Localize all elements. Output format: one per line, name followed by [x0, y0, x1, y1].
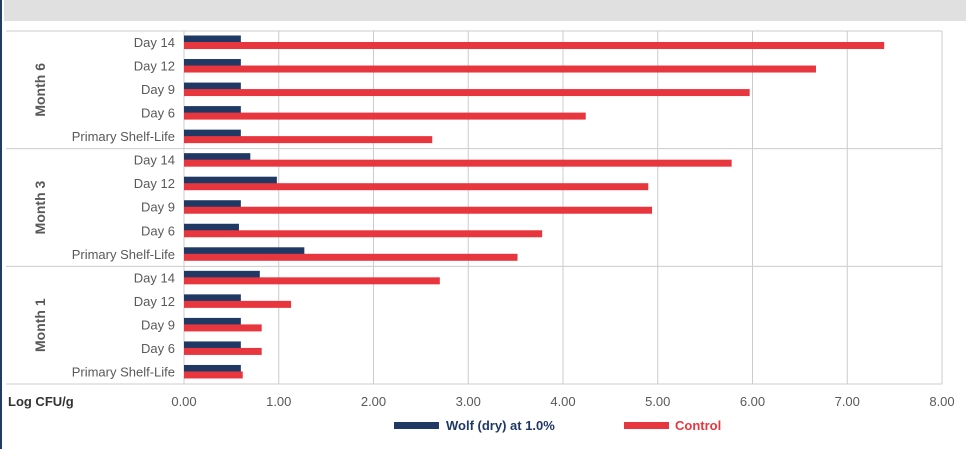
category-label: Day 14: [134, 35, 175, 50]
bar-wolf: [184, 200, 241, 208]
top-band: [4, 0, 966, 21]
bar-control: [184, 159, 732, 167]
bar-wolf: [184, 176, 277, 184]
group-separators: [6, 30, 942, 385]
category-label: Day 12: [134, 59, 175, 74]
bar-control: [184, 206, 653, 214]
category-label: Day 9: [141, 200, 175, 215]
bar-control: [184, 65, 816, 73]
category-label: Day 9: [141, 82, 175, 97]
category-label: Day 6: [141, 106, 175, 121]
x-tick-labels: 0.00 1.00 2.00 3.00 4.00 5.00 6.00 7.00 8.00: [171, 394, 954, 409]
x-tick-label: 4.00: [550, 394, 575, 409]
group-labels: Month 6 Month 3 Month 1: [32, 63, 48, 352]
category-label: Primary Shelf-Life: [72, 129, 175, 144]
x-axis-title: Log CFU/g: [8, 394, 74, 409]
bar-control: [184, 347, 262, 355]
x-tick-label: 8.00: [929, 394, 954, 409]
bar-wolf: [184, 223, 239, 231]
bar-wolf: [184, 82, 241, 90]
legend: Wolf (dry) at 1.0% Control: [394, 418, 721, 433]
bar-wolf: [184, 59, 241, 67]
category-label: Day 6: [141, 223, 175, 238]
bar-wolf: [184, 317, 241, 325]
category-label: Day 9: [141, 317, 175, 332]
x-tick-label: 1.00: [266, 394, 291, 409]
category-label: Primary Shelf-Life: [72, 364, 175, 379]
bar-control: [184, 253, 518, 261]
category-label: Day 14: [134, 153, 175, 168]
x-tick-label: 2.00: [361, 394, 386, 409]
category-labels: Day 14 Day 12 Day 9 Day 6 Primary Shelf-Life…: [72, 35, 175, 379]
bars: [184, 35, 885, 379]
category-label: Day 12: [134, 176, 175, 191]
bar-wolf: [184, 247, 305, 255]
legend-label-wolf: Wolf (dry) at 1.0%: [446, 418, 555, 433]
x-tick-label: 3.00: [456, 394, 481, 409]
group-label: Month 3: [32, 180, 48, 234]
bar-wolf: [184, 364, 241, 372]
x-tick-label: 6.00: [740, 394, 765, 409]
bar-control: [184, 277, 440, 285]
category-label: Primary Shelf-Life: [72, 247, 175, 262]
category-label: Day 12: [134, 294, 175, 309]
bar-control: [184, 42, 885, 49]
bar-control: [184, 300, 292, 308]
group-label: Month 6: [32, 63, 48, 117]
bar-wolf: [184, 294, 241, 302]
bar-control: [184, 136, 433, 144]
category-label: Day 14: [134, 270, 175, 285]
bar-control: [184, 183, 649, 191]
bar-control: [184, 324, 262, 332]
bar-control: [184, 230, 543, 238]
group-label: Month 1: [32, 298, 48, 352]
bar-wolf: [184, 106, 241, 114]
bar-wolf: [184, 129, 241, 137]
bar-control: [184, 112, 586, 120]
bar-wolf: [184, 153, 251, 161]
bar-wolf: [184, 341, 241, 349]
legend-label-control: Control: [675, 418, 721, 433]
legend-swatch-wolf: [394, 422, 439, 429]
category-label: Day 6: [141, 341, 175, 356]
bar-wolf: [184, 270, 260, 278]
x-tick-label: 7.00: [835, 394, 860, 409]
legend-swatch-control: [624, 422, 669, 429]
x-tick-label: 5.00: [645, 394, 670, 409]
x-tick-label: 0.00: [171, 394, 196, 409]
bar-wolf: [184, 35, 241, 43]
bar-control: [184, 89, 750, 97]
bar-control: [184, 371, 243, 379]
